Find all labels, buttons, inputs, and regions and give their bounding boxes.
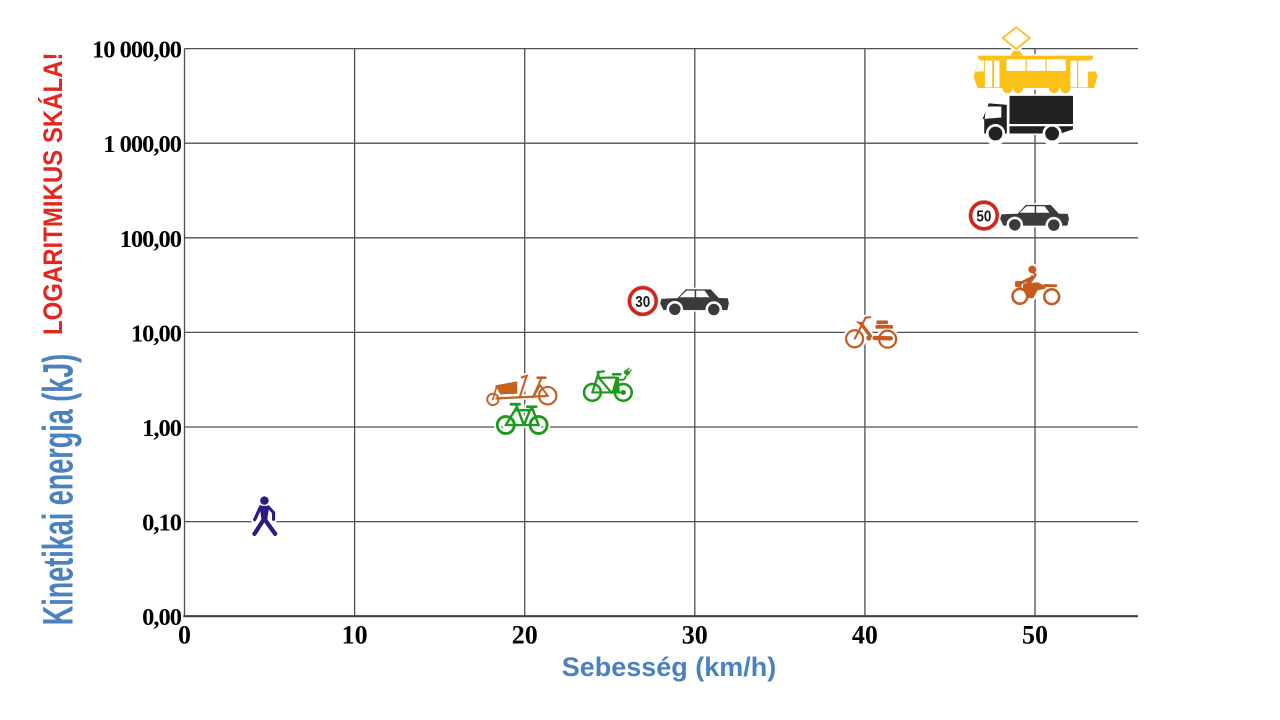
svg-text:0: 0 — [178, 621, 191, 650]
svg-text:1,00: 1,00 — [142, 415, 182, 442]
svg-text:30: 30 — [682, 621, 708, 650]
svg-text:1 000,00: 1 000,00 — [103, 131, 182, 158]
svg-text:20: 20 — [512, 621, 538, 650]
svg-text:50: 50 — [976, 209, 991, 226]
svg-text:10 000,00: 10 000,00 — [92, 37, 182, 64]
svg-text:Sebesség (km/h): Sebesség (km/h) — [562, 652, 777, 682]
svg-text:0,00: 0,00 — [142, 604, 182, 631]
svg-text:10,00: 10,00 — [131, 320, 182, 347]
svg-text:10: 10 — [342, 621, 368, 650]
svg-text:Kinetikai energia (kJ): Kinetikai energia (kJ) — [34, 354, 82, 626]
svg-text:100,00: 100,00 — [120, 226, 182, 253]
svg-text:50: 50 — [1022, 621, 1048, 650]
svg-text:40: 40 — [852, 621, 878, 650]
svg-text:0,10: 0,10 — [142, 510, 182, 537]
svg-text:LOGARITMIKUS SKÁLA!: LOGARITMIKUS SKÁLA! — [38, 53, 69, 336]
svg-text:30: 30 — [635, 294, 650, 311]
